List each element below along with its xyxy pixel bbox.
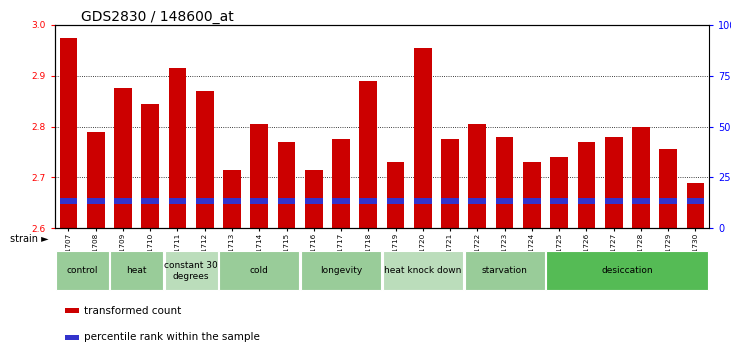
Bar — [169, 68, 186, 228]
Text: strain ►: strain ► — [10, 234, 48, 244]
Bar — [550, 198, 568, 204]
FancyBboxPatch shape — [546, 251, 708, 290]
Bar — [686, 198, 704, 204]
Bar — [442, 198, 459, 204]
FancyBboxPatch shape — [464, 251, 545, 290]
Bar — [659, 198, 677, 204]
Bar — [141, 104, 159, 228]
Bar — [496, 198, 513, 204]
Bar — [605, 198, 623, 204]
Bar — [60, 38, 77, 228]
Bar — [686, 183, 704, 228]
Bar — [87, 132, 105, 228]
Bar — [87, 198, 105, 204]
Bar — [60, 198, 77, 204]
Bar — [332, 198, 350, 204]
Bar — [659, 149, 677, 228]
Bar — [114, 88, 132, 228]
Text: control: control — [67, 266, 98, 275]
FancyBboxPatch shape — [110, 251, 163, 290]
Bar — [64, 335, 79, 339]
Bar — [169, 198, 186, 204]
Text: transformed count: transformed count — [84, 306, 181, 316]
Bar — [278, 198, 295, 204]
Text: heat knock down: heat knock down — [385, 266, 461, 275]
Bar — [278, 142, 295, 228]
Bar — [605, 137, 623, 228]
Text: starvation: starvation — [482, 266, 528, 275]
Bar — [414, 198, 432, 204]
Bar — [196, 91, 213, 228]
Bar — [577, 142, 595, 228]
Bar — [223, 198, 241, 204]
FancyBboxPatch shape — [383, 251, 463, 290]
Bar — [223, 170, 241, 228]
Bar — [632, 198, 650, 204]
Bar — [550, 157, 568, 228]
Bar — [523, 198, 541, 204]
Bar — [523, 162, 541, 228]
Bar — [141, 198, 159, 204]
Text: desiccation: desiccation — [602, 266, 653, 275]
FancyBboxPatch shape — [56, 251, 108, 290]
Text: cold: cold — [250, 266, 269, 275]
Bar — [577, 198, 595, 204]
Bar — [251, 198, 268, 204]
Bar — [387, 198, 404, 204]
Bar — [387, 162, 404, 228]
Bar — [332, 139, 350, 228]
Bar — [196, 198, 213, 204]
Text: percentile rank within the sample: percentile rank within the sample — [84, 332, 260, 342]
Text: constant 30
degrees: constant 30 degrees — [164, 261, 218, 280]
Bar — [305, 170, 322, 228]
Bar — [305, 198, 322, 204]
FancyBboxPatch shape — [219, 251, 300, 290]
Bar — [632, 127, 650, 228]
Bar — [442, 139, 459, 228]
Text: longevity: longevity — [320, 266, 362, 275]
Bar — [114, 198, 132, 204]
Bar — [469, 198, 486, 204]
Text: GDS2830 / 148600_at: GDS2830 / 148600_at — [81, 10, 234, 24]
Bar — [360, 81, 377, 228]
Bar — [360, 198, 377, 204]
Bar — [251, 124, 268, 228]
Bar — [414, 48, 432, 228]
FancyBboxPatch shape — [164, 251, 218, 290]
Bar — [64, 308, 79, 313]
FancyBboxPatch shape — [301, 251, 381, 290]
Bar — [496, 137, 513, 228]
Text: heat: heat — [126, 266, 147, 275]
Bar — [469, 124, 486, 228]
